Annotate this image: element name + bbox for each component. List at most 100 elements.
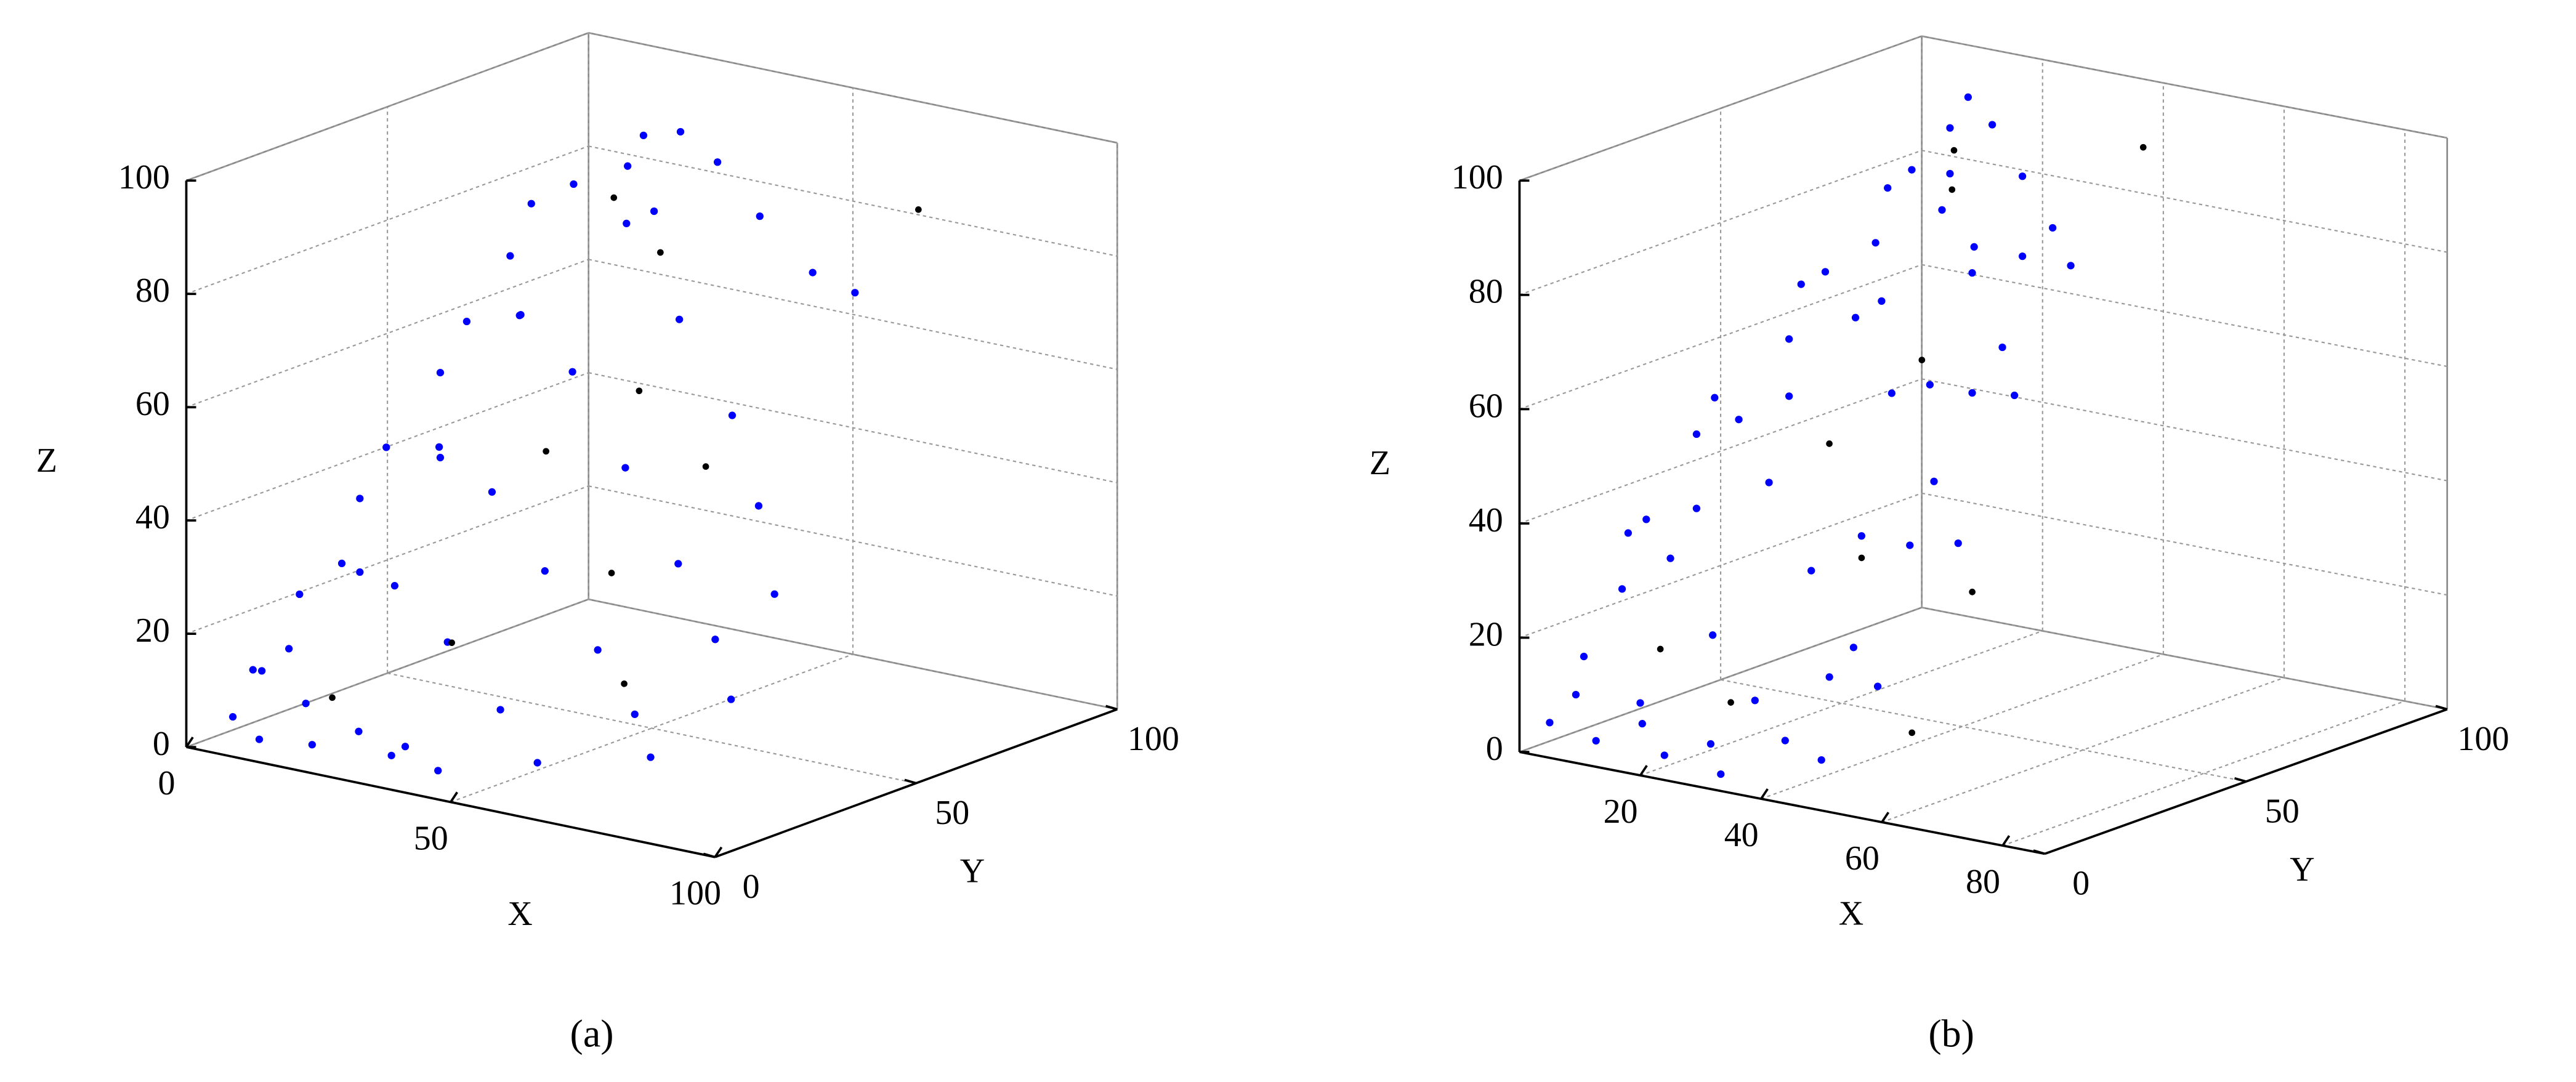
z-tick-label: 60 [1469, 387, 1503, 425]
point [296, 590, 304, 599]
point [1642, 515, 1650, 523]
point [2067, 262, 2075, 270]
point [756, 212, 764, 220]
tick [703, 852, 716, 858]
point [1970, 243, 1978, 251]
z-tick-label: 0 [1486, 730, 1503, 768]
grid-line [186, 145, 589, 295]
point [401, 743, 410, 751]
point [1706, 740, 1715, 748]
point [1950, 147, 1958, 154]
grid-line [1921, 378, 2448, 482]
grid-line [1720, 679, 2247, 783]
tick [2033, 849, 2046, 855]
point [390, 582, 399, 590]
point [1968, 389, 1976, 397]
point [2018, 172, 2027, 180]
wall-edge [1921, 35, 2448, 139]
point [1785, 392, 1793, 400]
grid-line [588, 259, 1118, 370]
point [1807, 567, 1815, 575]
point [1821, 268, 1830, 276]
point [1692, 504, 1701, 512]
point [249, 666, 257, 674]
point [1851, 313, 1860, 321]
z-tick-label: 80 [1469, 273, 1503, 311]
z-tick-label: 100 [118, 158, 170, 196]
grid-line [2002, 700, 2405, 847]
point [1954, 539, 1962, 547]
z-tick-label: 60 [135, 385, 170, 423]
grid-line [186, 599, 589, 748]
point [1618, 585, 1626, 593]
y-tick-label: 50 [2265, 792, 2299, 830]
y-axis [714, 708, 1118, 858]
point [1717, 770, 1725, 778]
caption: (a) [570, 1012, 614, 1056]
grid-line [1921, 150, 2448, 253]
tick [2001, 835, 2011, 847]
point [1638, 720, 1646, 728]
point [676, 127, 685, 136]
point [387, 751, 395, 759]
point [1709, 631, 1717, 639]
grid-line [186, 259, 589, 408]
grid-line [1640, 630, 2043, 777]
point [1666, 554, 1674, 562]
point [1735, 416, 1743, 424]
point [255, 735, 264, 743]
tick [2435, 705, 2448, 711]
tick [714, 846, 723, 858]
point [541, 567, 549, 575]
point [608, 570, 615, 576]
z-tick-label: 20 [135, 612, 170, 650]
point [1930, 477, 1938, 485]
point [770, 590, 778, 598]
point [568, 368, 576, 376]
point [1692, 430, 1701, 438]
tick [1105, 705, 1118, 711]
point [1825, 673, 1833, 681]
point [1871, 239, 1880, 247]
point [851, 289, 859, 297]
grid-line [1519, 264, 1922, 410]
x-tick-label: 50 [414, 819, 448, 857]
grid-line [1921, 492, 2448, 596]
point [1964, 93, 1972, 101]
point [915, 206, 922, 213]
grid-line [186, 485, 589, 635]
grid-line [1881, 677, 2285, 823]
point [527, 200, 535, 208]
point [257, 667, 266, 675]
point [1727, 699, 1734, 706]
point [631, 710, 639, 719]
point [1546, 719, 1554, 727]
grid-line [1921, 264, 2448, 368]
point [1785, 335, 1793, 343]
point [355, 727, 363, 735]
point [657, 249, 664, 256]
point [1968, 269, 1976, 277]
grid-line [1519, 378, 1922, 524]
point [488, 488, 496, 496]
tick [2234, 777, 2247, 783]
x-axis [1519, 751, 2045, 855]
tick [1760, 788, 1769, 800]
point [308, 741, 316, 749]
point [1636, 699, 1644, 707]
x-tick-label: 20 [1604, 793, 1638, 831]
point [623, 219, 631, 227]
point [610, 194, 618, 201]
point [2011, 391, 2019, 400]
point [1873, 682, 1882, 690]
tick [1639, 765, 1648, 777]
point [1908, 166, 1916, 174]
point [1751, 696, 1759, 705]
point [702, 463, 709, 470]
point [621, 680, 628, 687]
grid-line [1761, 653, 2164, 800]
z-tick-label: 40 [135, 498, 170, 536]
point [448, 639, 455, 647]
point [809, 268, 817, 277]
point [435, 443, 443, 451]
